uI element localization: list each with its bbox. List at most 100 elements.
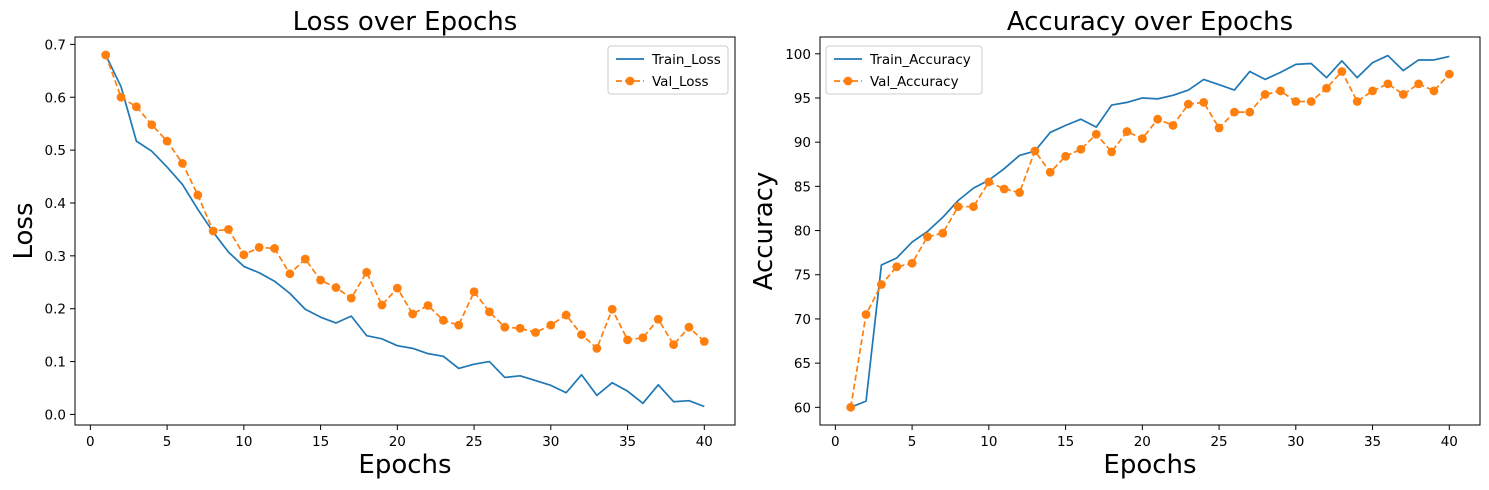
- val-loss-point: [423, 301, 433, 310]
- val-loss-point: [438, 315, 448, 325]
- legend-box: [607, 45, 729, 95]
- val-accuracy-point: [953, 202, 963, 212]
- x-tick-label: 20: [1134, 434, 1151, 450]
- val-accuracy-point: [1153, 114, 1163, 124]
- y-tick-label: 0.1: [45, 355, 66, 371]
- x-tick-label: 10: [980, 434, 997, 450]
- val-accuracy-point: [1306, 97, 1316, 106]
- val-loss-point: [362, 267, 372, 277]
- val-loss-point: [684, 322, 694, 332]
- val-accuracy-point: [1230, 107, 1239, 117]
- val-loss-point: [178, 158, 187, 168]
- y-tick-label: 0.6: [45, 90, 66, 106]
- y-tick-label: 90: [794, 135, 811, 151]
- y-tick-label: 85: [794, 179, 811, 195]
- val-loss-point: [669, 340, 679, 350]
- y-tick-label: 75: [794, 268, 811, 284]
- val-loss-point: [162, 136, 172, 146]
- val-loss-point: [699, 337, 709, 346]
- val-accuracy-point: [1322, 83, 1331, 93]
- train-loss-line: [104, 54, 705, 408]
- val-accuracy-point: [969, 202, 978, 212]
- val-loss-point: [116, 92, 126, 102]
- x-tick-label: 30: [542, 434, 559, 450]
- train-accuracy-line: [850, 54, 1450, 409]
- val-accuracy-point: [1260, 90, 1270, 99]
- y-tick-label: 60: [794, 400, 811, 416]
- val-loss-point: [377, 300, 387, 310]
- val-loss-point: [392, 283, 402, 293]
- val-loss-point: [638, 333, 648, 343]
- val-accuracy-point: [923, 232, 932, 242]
- accuracy-chart: Accuracy over Epochs 0 5 10 15 20 25 30 35 40 60 65…: [749, 7, 1481, 480]
- x-tick-label: 0: [86, 434, 95, 450]
- val-loss-point: [285, 269, 295, 279]
- x-axis-label: Epochs: [1103, 450, 1196, 480]
- val-loss-point: [208, 226, 218, 236]
- val-accuracy-point: [1276, 86, 1285, 96]
- y-axis-label: Accuracy: [749, 172, 779, 291]
- y-tick-label: 70: [794, 312, 811, 328]
- x-tick-label: 35: [619, 434, 636, 450]
- y-tick-label: 0.7: [45, 37, 66, 53]
- val-accuracy-point: [907, 258, 917, 268]
- plot-frame: [819, 36, 1481, 426]
- val-accuracy-point: [1214, 123, 1224, 133]
- val-accuracy-point: [1429, 86, 1439, 96]
- val-loss-point: [239, 250, 249, 260]
- val-accuracy-point: [1091, 129, 1101, 139]
- val-loss-point: [653, 314, 663, 324]
- val-loss-line: [104, 54, 705, 350]
- val-loss-point: [454, 320, 464, 330]
- val-loss-point: [346, 293, 356, 303]
- val-loss-point: [300, 254, 310, 264]
- legend-label: Train_Accuracy: [869, 52, 971, 68]
- val-loss-point: [331, 283, 341, 292]
- val-accuracy-point: [1414, 79, 1424, 89]
- val-accuracy-point: [984, 177, 994, 187]
- loss-chart: Loss over Epochs 0 5 10 15 20 25 30 35 40 0.0 0.1 0.…: [9, 7, 736, 480]
- val-accuracy-point: [1183, 99, 1193, 109]
- y-tick-label: 0.0: [45, 407, 66, 423]
- val-loss-point: [485, 307, 494, 317]
- val-loss-point: [101, 50, 111, 60]
- val-loss-point: [592, 343, 602, 353]
- legend: Train_Accuracy Val_Accuracy: [825, 45, 983, 95]
- val-loss-point: [193, 190, 203, 200]
- y-tick-label: 100: [785, 47, 811, 63]
- val-accuracy-point: [1137, 134, 1147, 144]
- x-tick-label: 40: [696, 434, 713, 450]
- val-accuracy-point: [1168, 120, 1178, 130]
- val-accuracy-point: [1245, 107, 1255, 117]
- y-tick-label: 0.5: [45, 143, 66, 159]
- y-tick-label: 0.3: [45, 249, 66, 265]
- loss-chart-title: Loss over Epochs: [293, 7, 518, 37]
- val-loss-point: [254, 242, 264, 252]
- val-accuracy-point: [1398, 90, 1408, 99]
- val-accuracy-point: [846, 402, 856, 412]
- val-loss-point: [270, 244, 279, 253]
- legend-label: Val_Loss: [652, 74, 709, 90]
- x-tick-label: 15: [312, 434, 329, 450]
- val-loss-point: [623, 335, 632, 345]
- val-loss-point: [515, 323, 525, 333]
- y-tick-label: 95: [794, 91, 811, 107]
- legend: Train_Loss Val_Loss: [607, 45, 729, 95]
- plot-frame: [74, 36, 736, 426]
- y-tick-label: 0.4: [45, 196, 66, 212]
- val-accuracy-point: [1444, 69, 1454, 79]
- val-accuracy-point: [1368, 86, 1377, 96]
- y-tick-label: 0.2: [45, 302, 66, 318]
- legend-box: [825, 45, 983, 95]
- x-tick-label: 5: [163, 434, 172, 450]
- val-accuracy-point: [1122, 127, 1132, 136]
- val-accuracy-point: [1383, 79, 1393, 89]
- val-accuracy-point: [1076, 144, 1086, 154]
- val-accuracy-point: [1107, 147, 1117, 157]
- legend-marker: [843, 76, 853, 86]
- x-tick-label: 10: [235, 434, 252, 450]
- x-tick-label: 0: [831, 434, 840, 450]
- val-loss-point: [224, 225, 233, 234]
- y-tick-label: 80: [794, 224, 811, 240]
- val-accuracy-point: [1061, 151, 1070, 161]
